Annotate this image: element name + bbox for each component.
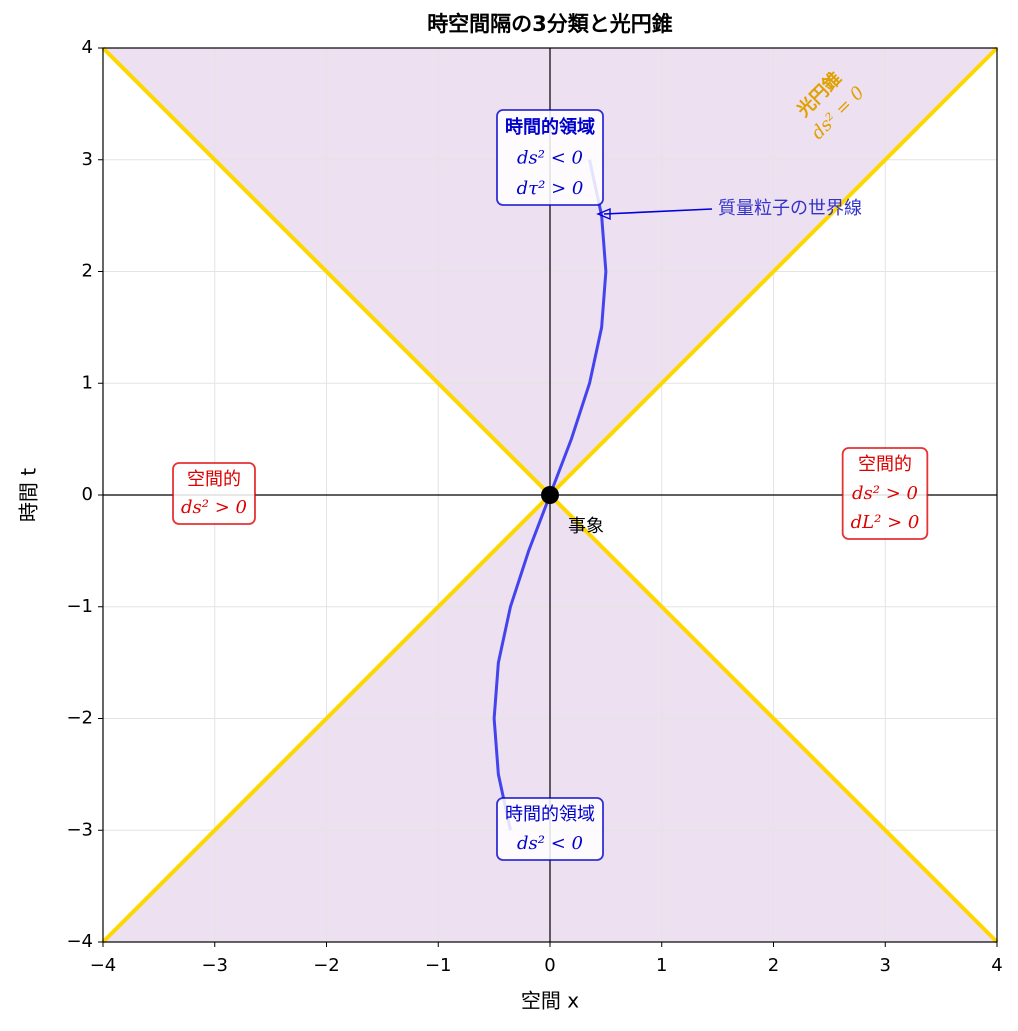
x-tick-label: 4	[991, 955, 1002, 976]
x-tick-label: 2	[768, 955, 779, 976]
annotation-formula: ds² > 0	[852, 483, 918, 504]
event-point	[541, 486, 559, 504]
annotation: 時間的領域 ds² < 0	[496, 797, 604, 861]
annotation: 空間的 ds² > 0	[172, 462, 256, 525]
annotation-formula: ds² > 0	[181, 497, 247, 518]
annotation-text: 空間的	[858, 454, 912, 475]
annotation-box	[496, 109, 604, 206]
annotation-text: 空間的	[187, 469, 241, 490]
annotation: 時間的領域 ds² < 0 dτ² > 0	[496, 109, 604, 206]
annotation-box	[496, 797, 604, 861]
annotation-box	[172, 462, 256, 525]
annotation-text: 質量粒子の世界線	[718, 198, 862, 219]
y-tick-label: 2	[82, 261, 93, 282]
x-axis-label: 空間 x	[521, 989, 579, 1013]
annotation-arrow	[603, 208, 713, 215]
y-tick-label: 1	[82, 372, 93, 393]
annotation: 空間的 ds² > 0 dL² > 0	[841, 447, 929, 540]
x-tick-label: −2	[313, 955, 340, 976]
annotation-text: 時間的領域	[505, 804, 595, 825]
y-tick-label: −3	[66, 819, 93, 840]
x-tick-label: 0	[544, 955, 555, 976]
annotation: 質量粒子の世界線	[596, 198, 862, 221]
y-axis-label: 時間 t	[17, 468, 41, 522]
chart-title: 時空間隔の3分類と光円錐	[427, 12, 673, 36]
annotation-formula: ds² < 0	[517, 833, 583, 854]
plot-frame	[102, 47, 998, 943]
annotation-formula: dL² > 0	[851, 512, 920, 533]
y-tick-label: 3	[82, 149, 93, 170]
y-tick-label: −2	[66, 708, 93, 729]
x-tick-label: 3	[880, 955, 891, 976]
x-tick-label: −4	[90, 955, 117, 976]
x-tick-label: −3	[201, 955, 228, 976]
annotation-box	[841, 447, 929, 540]
y-tick-label: −4	[66, 931, 93, 952]
annotation-formula: ds² < 0	[517, 148, 583, 169]
annotation-text: 時間的領域	[505, 116, 595, 138]
x-tick-label: 1	[656, 955, 667, 976]
y-tick-label: −1	[66, 596, 93, 617]
y-tick-label: 4	[82, 37, 93, 58]
y-tick-label: 0	[82, 484, 93, 505]
x-tick-label: −1	[425, 955, 452, 976]
arrow-head	[596, 207, 611, 221]
annotation-formula: dτ² > 0	[517, 178, 584, 199]
event-label: 事象	[568, 516, 604, 537]
